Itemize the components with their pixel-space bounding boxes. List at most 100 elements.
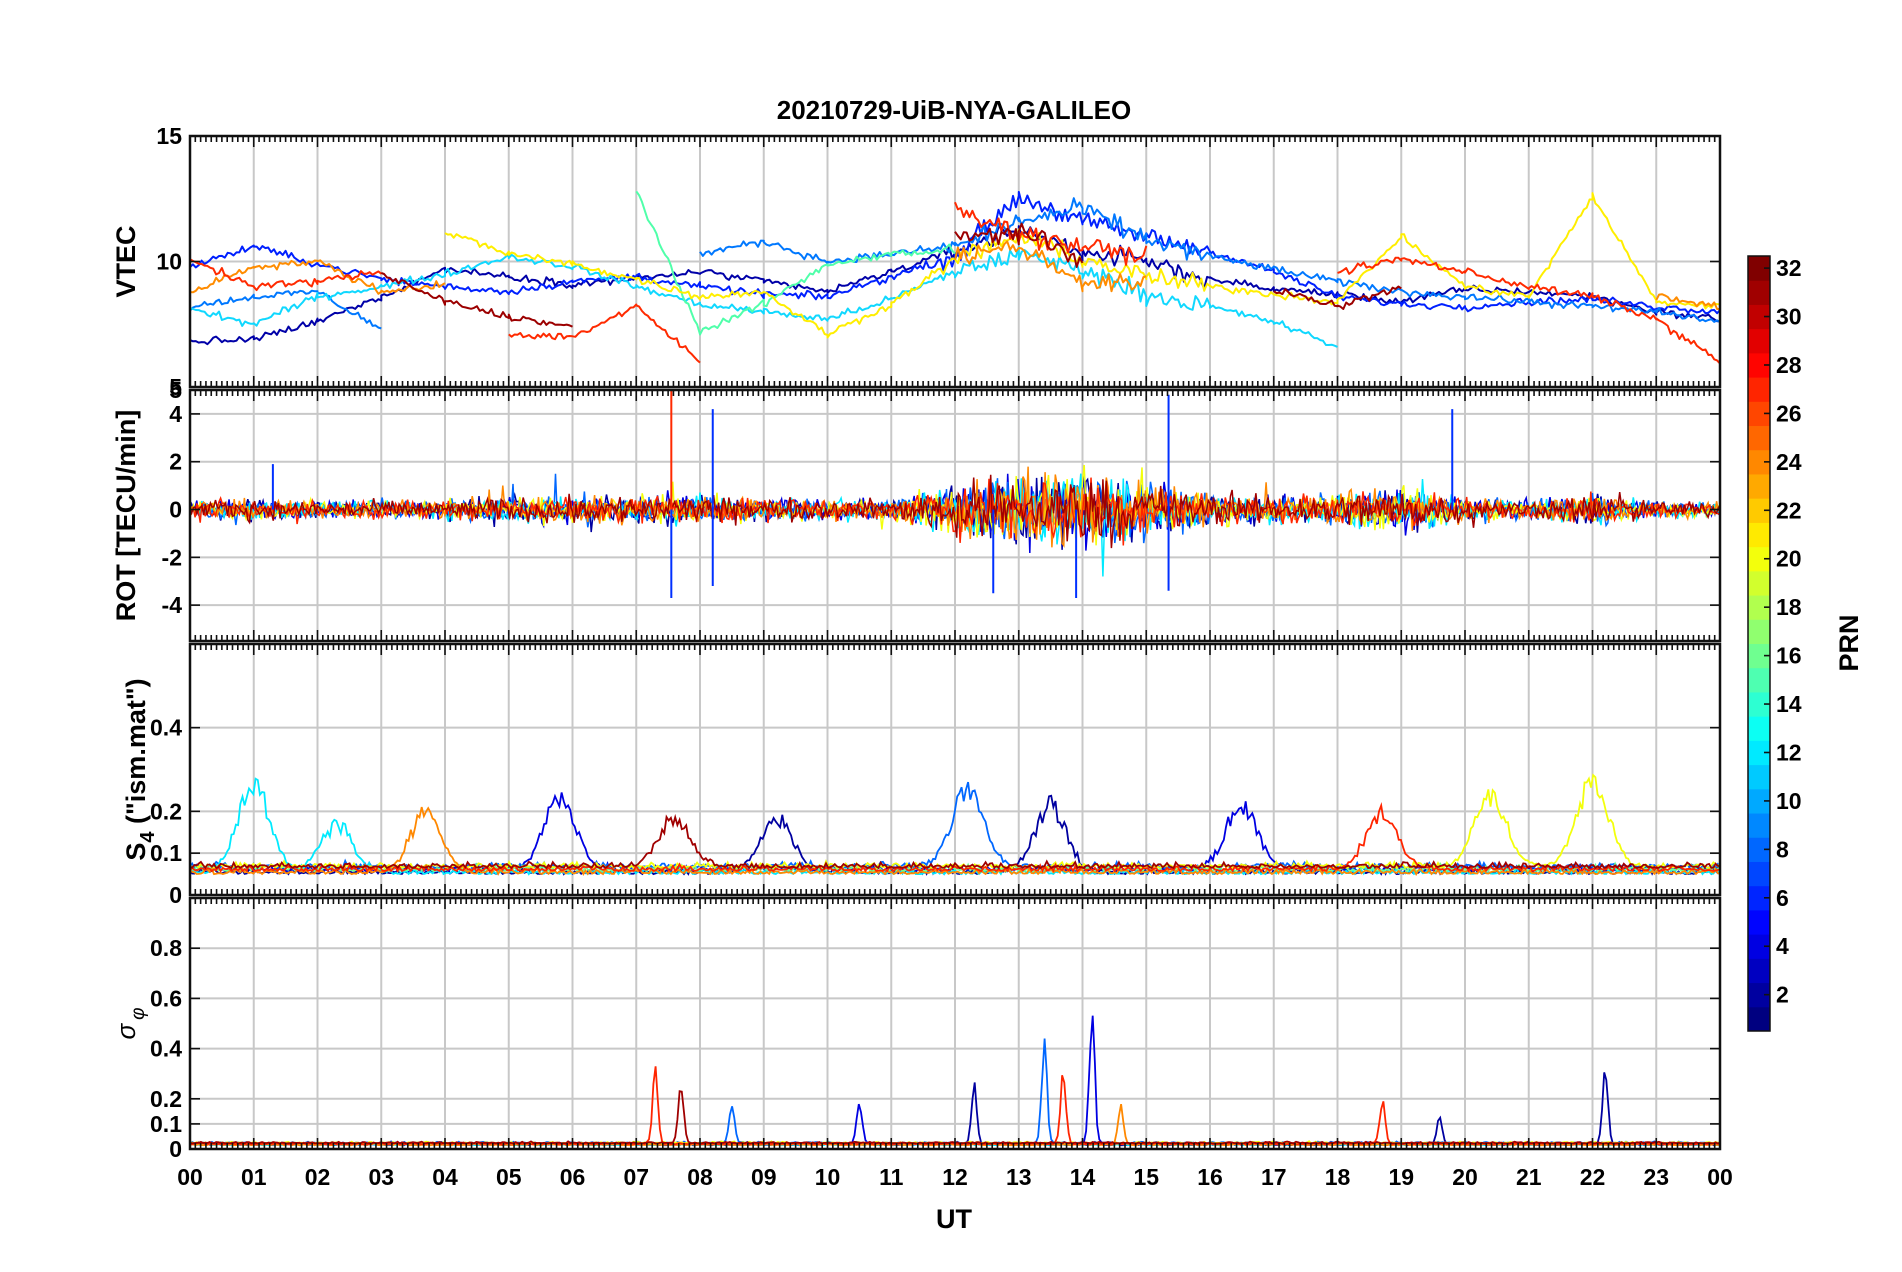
colorbar-tick-label: 4 <box>1776 933 1789 959</box>
vtec-series-prn-12 <box>190 245 1338 348</box>
colorbar-tick-label: 32 <box>1776 255 1802 281</box>
colorbar-tick-label: 12 <box>1776 739 1802 765</box>
x-tick-label: 00 <box>177 1164 203 1190</box>
colorbar-segment <box>1748 1006 1770 1032</box>
s4-series-prn-31 <box>190 813 1720 870</box>
sigma-y-tick-label: 0.6 <box>150 985 182 1011</box>
sigma-y-tick-label: 0 <box>169 1136 182 1162</box>
x-tick-label: 04 <box>432 1164 458 1190</box>
panel-sigma: 00.10.2 0.4 0.6 0.8 σφ <box>111 896 1722 1162</box>
x-axis-label: UT <box>936 1204 972 1234</box>
panel-rot: -4 -2 0 2 45 ROT [TECU/min] <box>111 377 1722 643</box>
colorbar-segment <box>1748 667 1770 693</box>
x-axis-ticks: 00 01 02 03 04 05 06 07 08 09 10 11 12 13 14 15 16 17 18 19… <box>177 1164 1733 1190</box>
x-tick-label: 01 <box>241 1164 267 1190</box>
colorbar-segment <box>1748 813 1770 838</box>
rot-series-prn-31 <box>190 474 1720 549</box>
vtec-series-prn-20 <box>444 192 1720 339</box>
colorbar-tick-label: 22 <box>1776 497 1802 523</box>
rot-x-minor-ticks <box>189 390 1721 641</box>
colorbar-segment <box>1748 352 1770 378</box>
colorbar-tick-label: 2 <box>1776 982 1789 1008</box>
colorbar-segment <box>1748 909 1770 935</box>
x-tick-label: 07 <box>623 1164 649 1190</box>
x-tick-label: 22 <box>1580 1164 1606 1190</box>
rot-y-tick-label: 2 <box>169 449 182 475</box>
x-tick-label: 18 <box>1325 1164 1351 1190</box>
colorbar-segment <box>1748 619 1770 644</box>
x-tick-label: 13 <box>1006 1164 1032 1190</box>
colorbar-segment <box>1748 691 1770 717</box>
colorbar-segment <box>1748 328 1770 354</box>
x-tick-label: 00 <box>1707 1164 1733 1190</box>
colorbar-box <box>1747 255 1771 1032</box>
x-tick-label: 11 <box>879 1164 904 1190</box>
rot-y-axis-label: ROT [TECU/min] <box>111 410 141 621</box>
colorbar-tick-label: 16 <box>1776 643 1802 669</box>
vtec-y-axis-label: VTEC <box>111 225 141 297</box>
colorbar-segment <box>1748 546 1770 572</box>
colorbar-tick-label: 30 <box>1776 304 1802 330</box>
panel-vtec: 5 10 15 VTEC <box>111 123 1722 400</box>
sigma-label-sub: φ <box>128 1007 149 1019</box>
colorbar-segment <box>1748 498 1770 523</box>
sigma-y-tick-label: 0.2 <box>150 1086 182 1112</box>
x-tick-label: 14 <box>1070 1164 1096 1190</box>
colorbar-segment <box>1748 861 1770 887</box>
vtec-x-minor-ticks <box>189 136 1721 387</box>
x-tick-label: 15 <box>1133 1164 1159 1190</box>
colorbar-segment <box>1748 449 1770 475</box>
vtec-plot <box>190 190 1720 365</box>
colorbar-tick-label: 20 <box>1776 546 1802 572</box>
colorbar-segment <box>1748 934 1770 959</box>
rot-y-tick-label: 4 <box>169 401 182 427</box>
s4-grid <box>190 644 1720 895</box>
vtec-series-prn-24 <box>190 240 1720 310</box>
x-tick-label: 03 <box>368 1164 394 1190</box>
rot-y-tick-label: 0 <box>169 497 182 523</box>
colorbar-segment <box>1748 522 1770 548</box>
s4-series-prn-24 <box>190 806 1720 877</box>
vtec-series-prn-27 <box>190 201 1720 365</box>
colorbar-segment <box>1748 837 1770 862</box>
x-tick-label: 17 <box>1261 1164 1287 1190</box>
colorbar-segment <box>1748 570 1770 596</box>
colorbar-label: PRN <box>1834 614 1864 671</box>
sigma-y-tick-label: 0.8 <box>150 935 182 961</box>
s4-y-tick-label: 0.4 <box>150 715 182 741</box>
colorbar-tick-label: 8 <box>1776 836 1789 862</box>
vtec-series-prn-16 <box>635 190 956 336</box>
x-tick-label: 09 <box>751 1164 777 1190</box>
x-tick-label: 06 <box>560 1164 586 1190</box>
colorbar-tick-label: 6 <box>1776 885 1789 911</box>
s4-y-tick-label: 0 <box>169 882 182 908</box>
x-tick-label: 20 <box>1452 1164 1478 1190</box>
vtec-series-prn-4 <box>190 190 1720 315</box>
sigma-label-main: σ <box>111 1023 141 1040</box>
x-tick-label: 12 <box>942 1164 968 1190</box>
x-tick-label: 19 <box>1388 1164 1414 1190</box>
s4-x-minor-ticks <box>189 644 1721 895</box>
colorbar-segment <box>1748 473 1770 499</box>
colorbar-segment <box>1748 740 1770 766</box>
x-tick-label: 05 <box>496 1164 522 1190</box>
panel-s4: 00.10.20.4S4 ("ism.mat") <box>121 642 1722 908</box>
colorbar-tick-label: 14 <box>1776 691 1802 717</box>
x-tick-label: 08 <box>687 1164 713 1190</box>
vtec-y-tick-label: 15 <box>156 123 182 149</box>
s4-label-rest: ("ism.mat") <box>121 678 151 831</box>
sigma-y-tick-label: 0.1 <box>150 1111 182 1137</box>
rot-y-tick-label: -4 <box>162 592 183 618</box>
sigma-x-minor-ticks <box>189 898 1721 1149</box>
x-tick-label: 16 <box>1197 1164 1223 1190</box>
s4-y-tick-label: 0.1 <box>150 840 182 866</box>
colorbar-segment <box>1748 401 1770 427</box>
colorbar-segment <box>1748 982 1770 1008</box>
colorbar-segment <box>1748 280 1770 305</box>
colorbar-segment <box>1748 764 1770 790</box>
sigma-y-axis-label: σφ <box>111 1007 149 1039</box>
colorbar-tick-label: 28 <box>1776 352 1802 378</box>
